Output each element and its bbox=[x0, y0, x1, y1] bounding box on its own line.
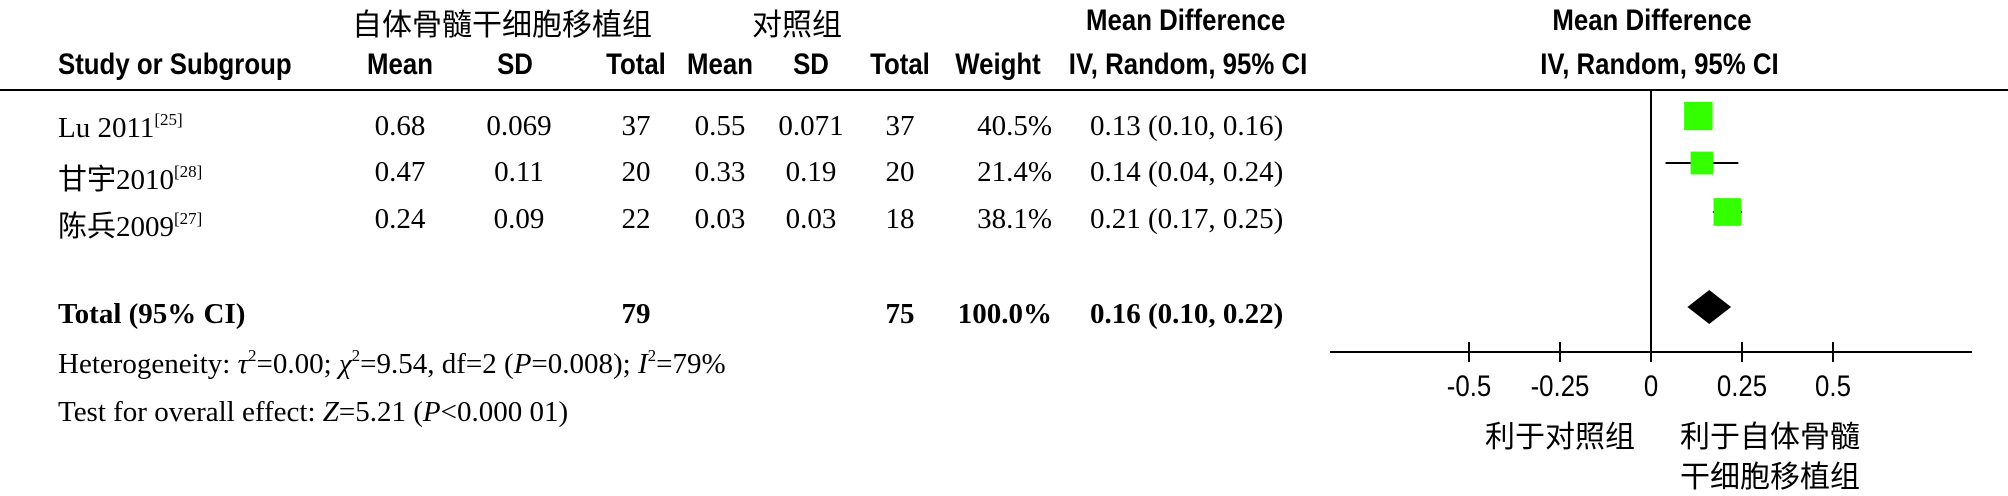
favours-treatment-label-1: 利于自体骨髓 bbox=[1680, 420, 1860, 455]
cell-ci: 0.14 (0.04, 0.24) bbox=[1090, 156, 1284, 188]
sd1-header: SD bbox=[497, 48, 533, 81]
cell-sd1: 0.11 bbox=[494, 156, 544, 188]
md-subtitle-left: IV, Random, 95% CI bbox=[1068, 48, 1308, 81]
study-name: 甘宇2010[28] bbox=[58, 162, 203, 196]
cell-ci: 0.13 (0.10, 0.16) bbox=[1090, 110, 1284, 142]
study-name: 陈兵2009[27] bbox=[58, 209, 203, 243]
total2-header: Total bbox=[870, 48, 930, 81]
favours-control-label: 利于对照组 bbox=[1485, 420, 1635, 455]
study-name: Lu 2011[25] bbox=[58, 110, 183, 144]
x-tick-label: 0.25 bbox=[1716, 370, 1768, 403]
study-effect-marker bbox=[1690, 151, 1714, 175]
cell-total1: 37 bbox=[621, 110, 651, 142]
heterogeneity-text: Heterogeneity: τ2=0.00; χ2=9.54, df=2 (P… bbox=[58, 346, 726, 380]
cell-mean1: 0.24 bbox=[374, 203, 426, 235]
total-label: Total (95% CI) bbox=[58, 298, 246, 330]
study-header: Study or Subgroup bbox=[58, 48, 292, 81]
cell-mean2: 0.03 bbox=[694, 203, 746, 235]
cell-sd2: 0.19 bbox=[785, 156, 837, 188]
forest-plot bbox=[0, 89, 2008, 362]
cell-weight: 21.4% bbox=[977, 156, 1052, 188]
group2-header: 对照组 bbox=[752, 8, 842, 43]
x-tick-label: 0.5 bbox=[1815, 370, 1851, 403]
sd2-header: SD bbox=[793, 48, 829, 81]
cell-mean2: 0.55 bbox=[694, 110, 746, 142]
cell-total2: 37 bbox=[885, 110, 915, 142]
cell-mean1: 0.47 bbox=[374, 156, 426, 188]
total-ci: 0.16 (0.10, 0.22) bbox=[1090, 298, 1284, 330]
cell-weight: 38.1% bbox=[977, 203, 1052, 235]
total-n2: 75 bbox=[885, 298, 915, 330]
group1-header: 自体骨髓干细胞移植组 bbox=[352, 8, 652, 43]
mean1-header: Mean bbox=[367, 48, 433, 81]
cell-sd1: 0.069 bbox=[486, 110, 552, 142]
cell-total1: 22 bbox=[621, 203, 651, 235]
cell-weight: 40.5% bbox=[977, 110, 1052, 142]
cell-total1: 20 bbox=[621, 156, 651, 188]
x-tick-label: -0.5 bbox=[1446, 370, 1492, 403]
md-title-left: Mean Difference bbox=[1086, 4, 1286, 37]
md-subtitle-right: IV, Random, 95% CI bbox=[1540, 48, 1779, 81]
weight-header: Weight bbox=[955, 48, 1041, 81]
cell-mean2: 0.33 bbox=[694, 156, 746, 188]
md-title-right: Mean Difference bbox=[1552, 4, 1752, 37]
total1-header: Total bbox=[606, 48, 666, 81]
mean2-header: Mean bbox=[687, 48, 753, 81]
total-n1: 79 bbox=[621, 298, 651, 330]
cell-sd1: 0.09 bbox=[493, 203, 545, 235]
favours-treatment-label-2: 干细胞移植组 bbox=[1680, 460, 1860, 495]
cell-ci: 0.21 (0.17, 0.25) bbox=[1090, 203, 1284, 235]
cell-total2: 20 bbox=[885, 156, 915, 188]
study-effect-marker bbox=[1713, 198, 1742, 226]
study-effect-marker bbox=[1684, 101, 1713, 131]
x-tick-label: 0 bbox=[1643, 370, 1659, 403]
cell-total2: 18 bbox=[885, 203, 915, 235]
x-tick-label: -0.25 bbox=[1530, 370, 1590, 403]
cell-mean1: 0.68 bbox=[374, 110, 426, 142]
overall-effect-text: Test for overall effect: Z=5.21 (P<0.000… bbox=[58, 396, 569, 428]
pooled-effect-diamond bbox=[1687, 290, 1732, 324]
cell-sd2: 0.071 bbox=[778, 110, 844, 142]
cell-sd2: 0.03 bbox=[785, 203, 837, 235]
total-weight: 100.0% bbox=[957, 298, 1052, 330]
